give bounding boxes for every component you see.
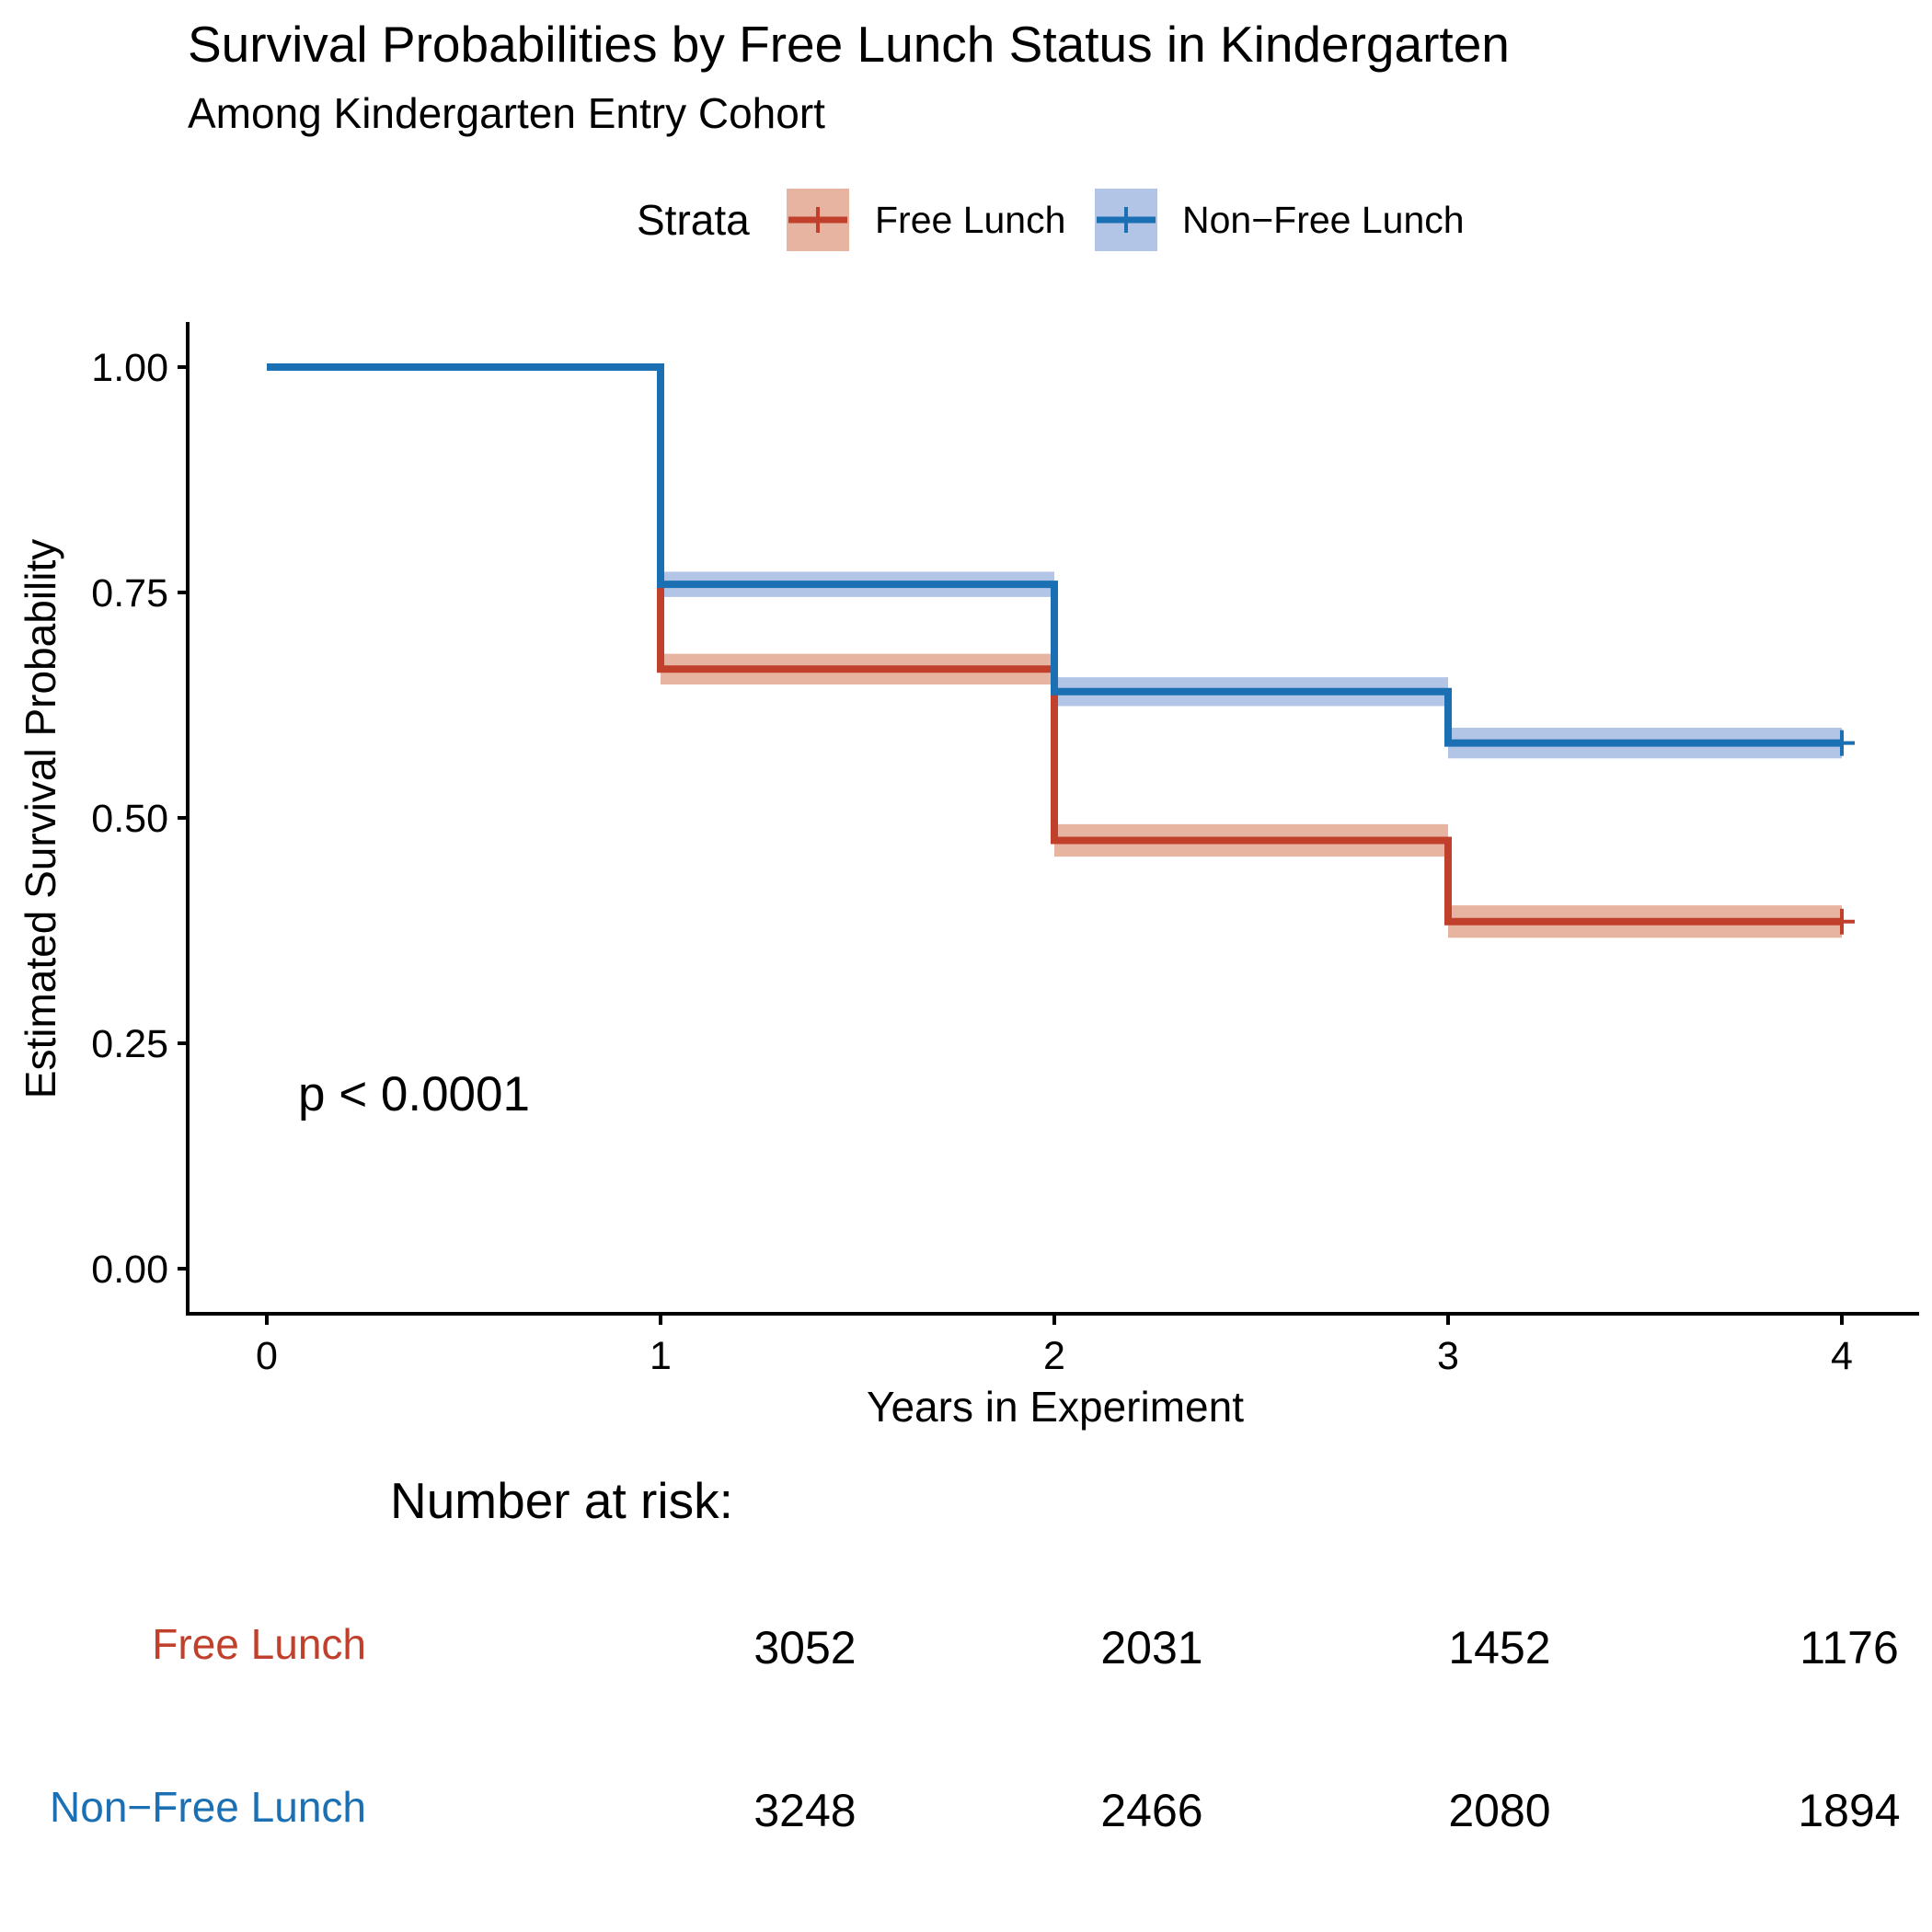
y-tick-label-3: 0.75 — [91, 571, 168, 615]
legend: Strata Free Lunch Non−Free Lunch — [637, 189, 1465, 251]
legend-title: Strata — [637, 196, 750, 244]
risk-value-free-lunch-1: 3052 — [753, 1622, 856, 1673]
censor-mark-non-free-lunch — [1829, 730, 1855, 756]
survival-curves — [267, 363, 1842, 926]
risk-value-non-free-lunch-1: 3248 — [753, 1785, 856, 1836]
legend-label-non-free-lunch: Non−Free Lunch — [1182, 199, 1465, 241]
x-tick-label-2: 2 — [1043, 1334, 1065, 1378]
x-tick-label-4: 4 — [1831, 1334, 1853, 1378]
risk-row-label-free-lunch: Free Lunch — [152, 1620, 366, 1668]
x-tick-label-3: 3 — [1437, 1334, 1459, 1378]
plot-area: 0.00 0.25 0.50 0.75 1.00 0 1 2 3 4 p < 0.0001 — [91, 322, 1919, 1378]
chart-title: Survival Probabilities by Free Lunch Sta… — [188, 16, 1510, 73]
y-tick-label-2: 0.50 — [91, 797, 168, 841]
legend-label-free-lunch: Free Lunch — [875, 199, 1065, 241]
x-axis-ticks: 0 1 2 3 4 — [256, 1314, 1853, 1378]
risk-value-free-lunch-2: 2031 — [1100, 1622, 1202, 1673]
risk-value-non-free-lunch-2: 2466 — [1100, 1785, 1202, 1836]
censor-mark-free-lunch — [1829, 908, 1855, 935]
y-tick-label-1: 0.25 — [91, 1022, 168, 1066]
x-tick-label-0: 0 — [256, 1334, 278, 1378]
risk-table-title: Number at risk: — [390, 1472, 733, 1529]
p-value-annotation: p < 0.0001 — [298, 1067, 530, 1121]
y-tick-label-4: 1.00 — [91, 346, 168, 390]
x-axis-label: Years in Experiment — [867, 1383, 1244, 1431]
y-tick-label-0: 0.00 — [91, 1248, 168, 1292]
risk-row-label-non-free-lunch: Non−Free Lunch — [50, 1783, 366, 1831]
risk-value-non-free-lunch-3: 2080 — [1448, 1785, 1550, 1836]
risk-table: Number at risk: Free Lunch 3052 2031 1452 11… — [50, 1472, 1901, 1836]
curve-non-free-lunch — [267, 363, 1842, 747]
censor-marks — [1829, 730, 1855, 935]
y-axis-label: Estimated Survival Probability — [17, 539, 64, 1098]
risk-value-non-free-lunch-4: 1894 — [1798, 1785, 1900, 1836]
risk-value-free-lunch-4: 1176 — [1800, 1622, 1899, 1673]
x-tick-label-1: 1 — [650, 1334, 672, 1378]
chart-subtitle: Among Kindergarten Entry Cohort — [188, 89, 825, 137]
ci-bands — [661, 571, 1842, 938]
y-axis-ticks: 0.00 0.25 0.50 0.75 1.00 — [91, 346, 188, 1292]
risk-value-free-lunch-3: 1452 — [1448, 1622, 1550, 1673]
